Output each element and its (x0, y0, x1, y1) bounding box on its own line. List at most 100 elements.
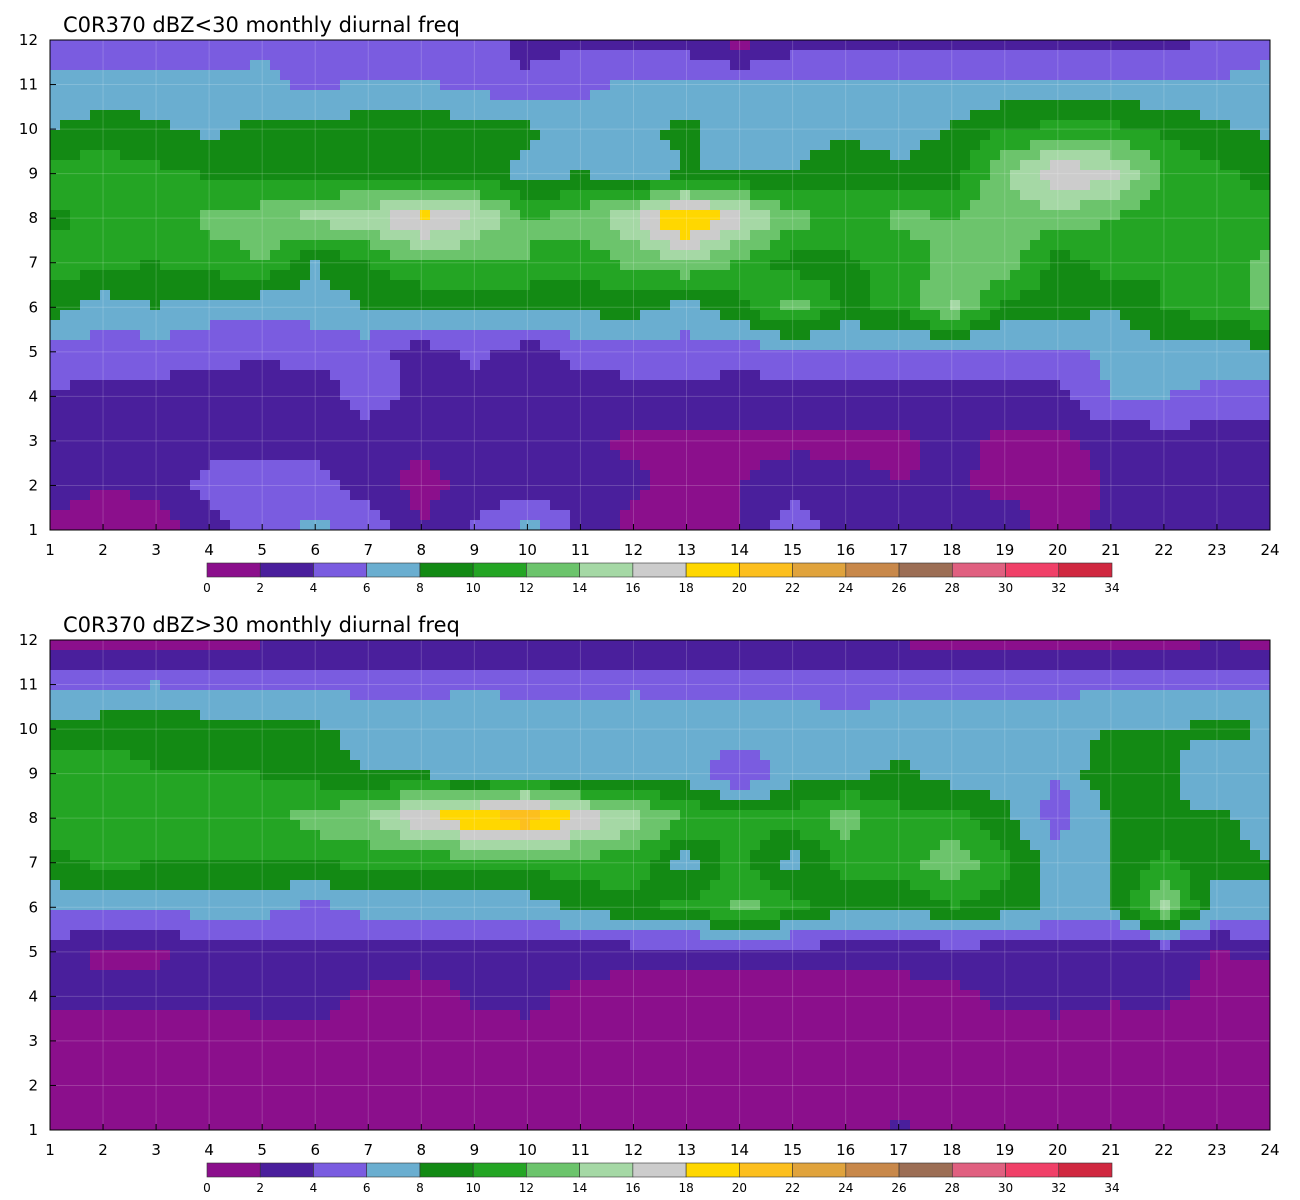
contour-cell (120, 90, 131, 101)
contour-cell (720, 180, 731, 191)
contour-cell (60, 270, 71, 281)
contour-cell (450, 290, 461, 301)
contour-cell (780, 110, 791, 121)
contour-cell (870, 300, 881, 311)
contour-cell (690, 200, 701, 211)
contour-cell (300, 190, 311, 201)
contour-cell (80, 170, 91, 181)
contour-cell (1050, 370, 1061, 381)
contour-cell (290, 420, 301, 431)
contour-field (50, 40, 1271, 531)
contour-cell (350, 250, 361, 261)
contour-cell (650, 40, 661, 51)
contour-cell (90, 100, 101, 111)
contour-cell (490, 80, 501, 91)
contour-cell (1110, 210, 1121, 221)
contour-cell (60, 120, 71, 131)
contour-cell (340, 400, 351, 411)
contour-cell (820, 330, 831, 341)
contour-cell (490, 340, 501, 351)
contour-cell (810, 170, 821, 181)
contour-cell (140, 390, 151, 401)
contour-cell (700, 290, 711, 301)
contour-cell (1110, 190, 1121, 201)
contour-cell (360, 370, 371, 381)
contour-cell (900, 230, 911, 241)
contour-cell (320, 380, 331, 391)
contour-cell (1080, 240, 1091, 251)
contour-cell (1020, 230, 1031, 241)
contour-cell (830, 220, 841, 231)
contour-cell (690, 220, 701, 231)
contour-cell (770, 190, 781, 201)
contour-cell (940, 420, 951, 431)
contour-cell (690, 210, 701, 221)
contour-cell (440, 150, 451, 161)
contour-cell (810, 400, 821, 411)
contour-cell (620, 330, 631, 341)
contour-cell (800, 280, 811, 291)
contour-cell (780, 270, 791, 281)
contour-cell (1140, 300, 1151, 311)
contour-cell (1070, 350, 1081, 361)
contour-cell (390, 310, 401, 321)
contour-cell (1200, 160, 1211, 171)
contour-cell (1080, 330, 1091, 341)
contour-cell (730, 40, 741, 51)
contour-cell (860, 190, 871, 201)
contour-cell (560, 110, 571, 121)
contour-cell (110, 210, 121, 221)
contour-cell (240, 70, 251, 81)
contour-cell (310, 280, 321, 291)
contour-cell (990, 160, 1001, 171)
contour-cell (990, 230, 1001, 241)
contour-cell (320, 110, 331, 121)
contour-cell (60, 80, 71, 91)
contour-cell (700, 140, 711, 151)
contour-cell (540, 310, 551, 321)
contour-cell (1140, 260, 1151, 271)
contour-cell (730, 390, 741, 401)
contour-cell (500, 360, 511, 371)
contour-cell (440, 170, 451, 181)
contour-cell (1010, 340, 1021, 351)
contour-cell (850, 300, 861, 311)
contour-cell (380, 290, 391, 301)
contour-cell (50, 60, 61, 71)
contour-cell (340, 350, 351, 361)
contour-cell (290, 250, 301, 261)
contour-cell (1060, 260, 1071, 271)
contour-cell (770, 280, 781, 291)
contour-cell (50, 430, 61, 441)
contour-cell (160, 110, 171, 121)
contour-cell (1100, 310, 1111, 321)
contour-cell (300, 210, 311, 221)
contour-cell (500, 200, 511, 211)
contour-cell (90, 140, 101, 151)
contour-cell (680, 230, 691, 241)
contour-cell (750, 50, 761, 61)
contour-cell (890, 370, 901, 381)
contour-cell (680, 430, 691, 441)
contour-cell (1060, 140, 1071, 151)
contour-cell (380, 130, 391, 141)
contour-cell (990, 80, 1001, 91)
contour-cell (330, 180, 341, 191)
contour-cell (520, 330, 531, 341)
contour-cell (920, 320, 931, 331)
contour-cell (650, 340, 661, 351)
contour-cell (630, 60, 641, 71)
contour-cell (600, 330, 611, 341)
contour-cell (550, 280, 561, 291)
contour-cell (870, 410, 881, 421)
contour-cell (1170, 40, 1181, 51)
contour-cell (1080, 140, 1091, 151)
contour-cell (1200, 260, 1211, 271)
contour-cell (1240, 390, 1251, 401)
contour-cell (270, 280, 281, 291)
contour-cell (170, 380, 181, 391)
contour-cell (880, 190, 891, 201)
contour-cell (1040, 250, 1051, 261)
contour-cell (660, 440, 671, 451)
contour-cell (280, 140, 291, 151)
